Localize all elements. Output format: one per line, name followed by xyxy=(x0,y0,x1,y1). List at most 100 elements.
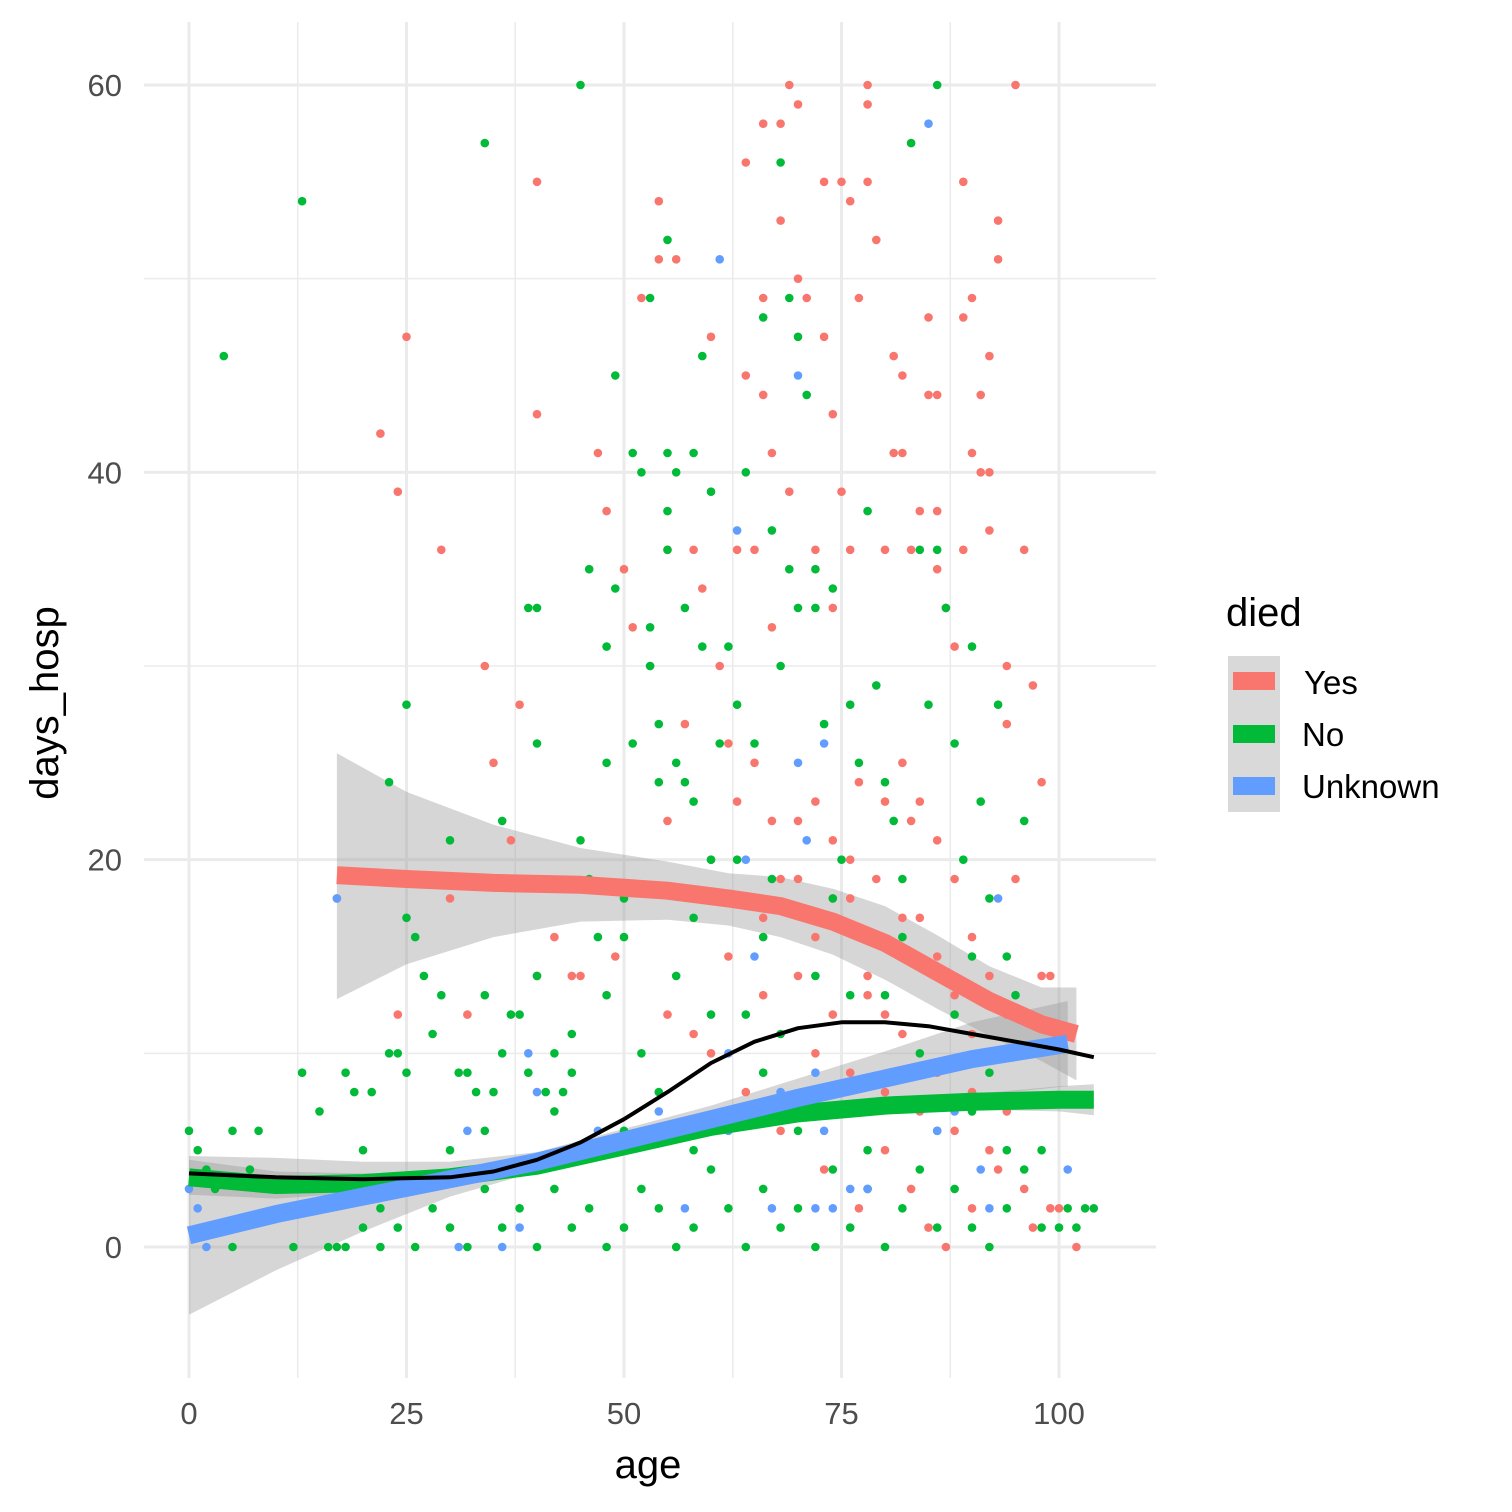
point-no xyxy=(289,1242,298,1252)
point-no xyxy=(776,661,785,671)
point-no xyxy=(480,138,490,148)
point-no xyxy=(654,719,664,729)
point-no xyxy=(967,1223,977,1232)
point-yes xyxy=(880,1010,890,1019)
legend-label-unknown: Unknown xyxy=(1302,768,1440,805)
point-no xyxy=(793,1126,803,1136)
legend-label-yes: Yes xyxy=(1304,664,1358,701)
point-no xyxy=(1037,1145,1046,1155)
point-yes xyxy=(741,1087,751,1097)
point-yes xyxy=(880,1087,890,1097)
point-yes xyxy=(628,623,637,632)
point-yes xyxy=(741,371,751,380)
point-no xyxy=(645,293,655,303)
point-no xyxy=(558,1087,568,1097)
point-unknown xyxy=(811,1068,820,1077)
point-no xyxy=(1054,1223,1064,1232)
point-yes xyxy=(793,816,803,826)
point-no xyxy=(671,971,681,981)
point-no xyxy=(724,642,733,651)
point-no xyxy=(985,1242,994,1252)
point-yes xyxy=(967,932,977,942)
point-yes xyxy=(767,816,777,826)
x-tick-label: 50 xyxy=(607,1396,641,1431)
point-yes xyxy=(758,913,768,923)
point-yes xyxy=(932,506,942,516)
point-yes xyxy=(976,468,985,477)
point-no xyxy=(1011,990,1020,1000)
point-yes xyxy=(898,1029,907,1039)
point-no xyxy=(706,1010,716,1019)
point-yes xyxy=(758,293,768,303)
point-no xyxy=(532,739,542,748)
point-yes xyxy=(637,293,646,303)
point-unknown xyxy=(767,1204,777,1213)
point-no xyxy=(445,1145,455,1155)
point-yes xyxy=(689,545,698,555)
smooth-line-unknown xyxy=(186,1034,1070,1245)
point-no xyxy=(793,603,803,613)
point-no xyxy=(776,1223,785,1232)
point-yes xyxy=(1054,1204,1064,1213)
point-no xyxy=(567,1223,577,1232)
point-unknown xyxy=(332,894,342,903)
point-unknown xyxy=(985,1204,994,1213)
point-yes xyxy=(924,1223,933,1232)
point-yes xyxy=(776,874,785,884)
point-yes xyxy=(880,1145,890,1155)
point-yes xyxy=(480,661,490,671)
point-no xyxy=(332,1242,342,1252)
point-no xyxy=(532,971,542,981)
point-no xyxy=(637,468,646,477)
point-unknown xyxy=(845,1184,855,1194)
point-no xyxy=(950,1010,959,1019)
point-no xyxy=(889,816,898,826)
point-no xyxy=(393,1223,403,1232)
point-yes xyxy=(1028,1223,1038,1232)
point-yes xyxy=(741,158,751,167)
point-no xyxy=(663,545,672,555)
point-yes xyxy=(732,545,742,555)
point-yes xyxy=(785,487,794,497)
point-unknown xyxy=(184,1184,194,1194)
point-yes xyxy=(819,177,829,187)
point-yes xyxy=(950,642,959,651)
point-no xyxy=(802,390,811,400)
point-no xyxy=(584,564,594,574)
point-no xyxy=(898,1204,907,1213)
point-no xyxy=(245,1165,255,1174)
point-no xyxy=(376,1242,385,1252)
point-no xyxy=(993,700,1003,709)
point-no xyxy=(758,313,768,322)
point-no xyxy=(410,1242,420,1252)
point-no xyxy=(671,1242,681,1252)
point-yes xyxy=(828,1010,838,1019)
point-yes xyxy=(993,216,1003,225)
x-tick-label: 75 xyxy=(824,1396,858,1431)
point-no xyxy=(915,545,925,555)
point-no xyxy=(1089,1204,1099,1213)
legend-key-unknown xyxy=(1233,777,1275,795)
confidence-band-yes xyxy=(336,753,1077,1081)
point-yes xyxy=(437,545,446,555)
point-no xyxy=(584,1204,594,1213)
point-yes xyxy=(1011,874,1020,884)
point-unknown xyxy=(741,855,751,864)
point-no xyxy=(254,1126,263,1136)
point-no xyxy=(428,1204,437,1213)
point-unknown xyxy=(202,1242,211,1252)
point-yes xyxy=(932,836,942,845)
point-no xyxy=(645,623,655,632)
point-no xyxy=(845,1223,855,1232)
point-no xyxy=(741,468,751,477)
point-no xyxy=(898,932,907,942)
point-no xyxy=(758,932,768,942)
point-no xyxy=(967,952,977,961)
point-yes xyxy=(724,739,733,748)
point-no xyxy=(741,1010,751,1019)
point-unknown xyxy=(793,758,803,768)
point-yes xyxy=(706,332,716,342)
point-no xyxy=(576,836,585,845)
point-no xyxy=(437,990,446,1000)
point-no xyxy=(811,1242,820,1252)
